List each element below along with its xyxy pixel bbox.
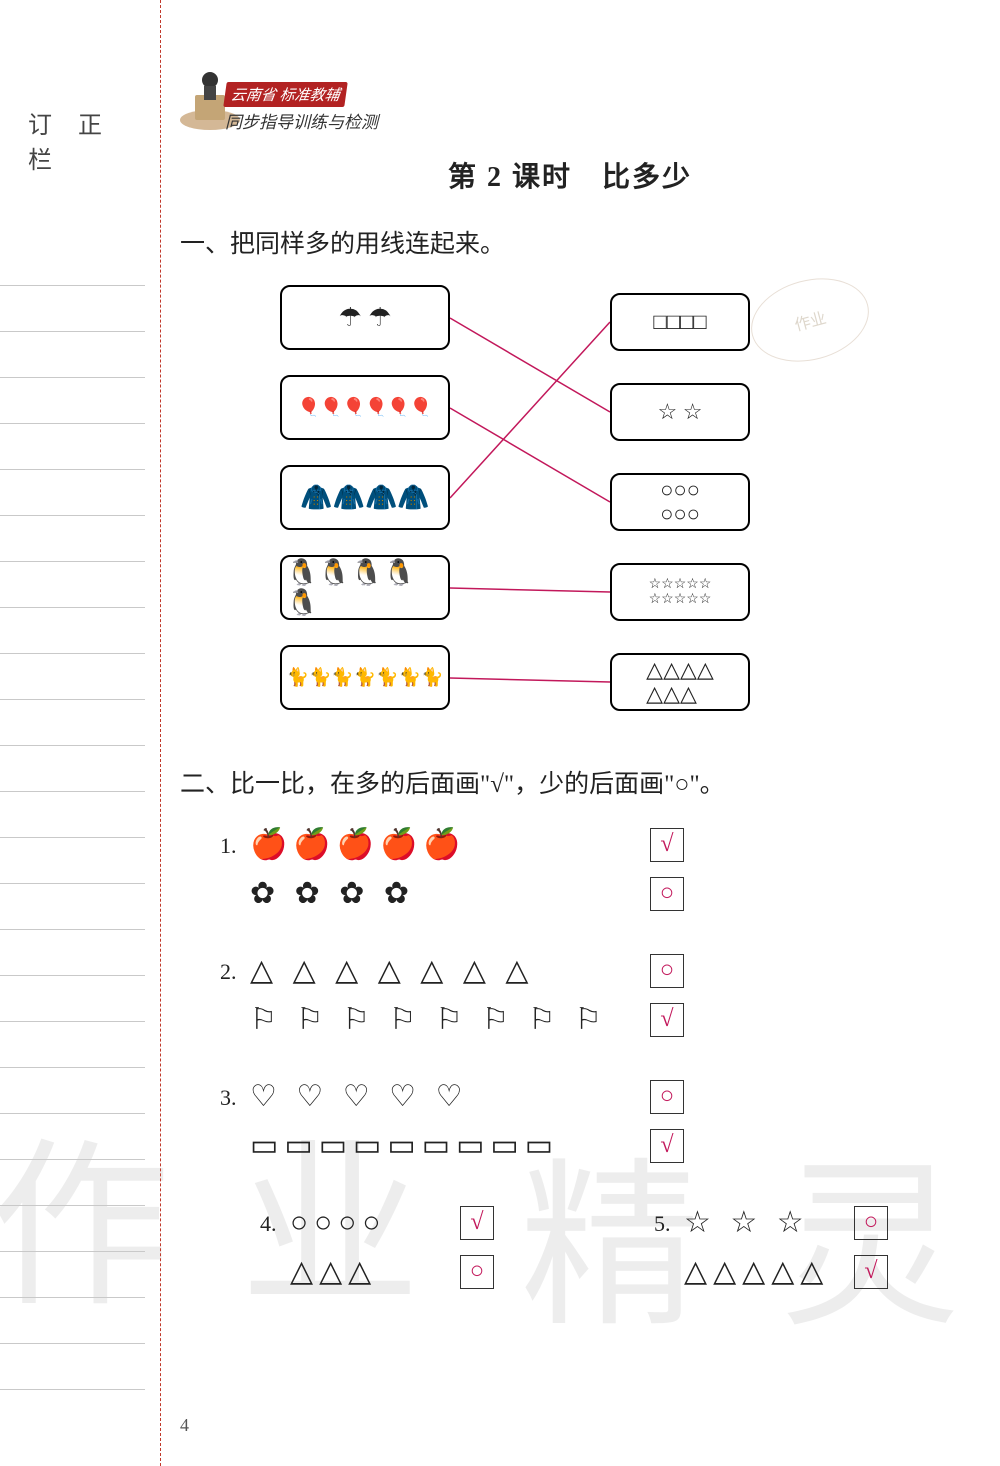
left-margin: 订 正 栏	[0, 0, 160, 1466]
match-left-1: 🎈🎈🎈🎈🎈🎈	[280, 375, 450, 440]
q2-item: 3.♡ ♡ ♡ ♡ ♡ ○ ▭▭▭▭▭▭▭▭▭ √	[220, 1077, 960, 1175]
q2-row: △△△△△ √	[684, 1252, 888, 1291]
header-badge: 云南省 标准教辅	[223, 82, 347, 107]
q2-rows: △ △ △ △ △ △ △ ○ ⚐ ⚐ ⚐ ⚐ ⚐ ⚐ ⚐ ⚐ √	[250, 951, 960, 1049]
q2-number: 1.	[220, 825, 250, 859]
answer-mark: ○	[660, 1083, 675, 1110]
q2-icons: ☆ ☆ ☆	[684, 1203, 844, 1242]
q2-number: 2.	[220, 951, 250, 985]
q2-item: 2.△ △ △ △ △ △ △ ○ ⚐ ⚐ ⚐ ⚐ ⚐ ⚐ ⚐ ⚐ √	[220, 951, 960, 1049]
main-content: 第 2 课时 比多少 一、把同样多的用线连起来。 ☂ ☂ 🎈🎈🎈🎈🎈🎈 🧥🧥🧥🧥 🐧🐧…	[180, 155, 960, 1329]
q2-number: 4.	[260, 1203, 290, 1237]
match-right-4: △△△△ △△△	[610, 653, 750, 711]
section2-heading: 二、比一比，在多的后面画"√"，少的后面画"○"。	[180, 765, 960, 805]
q2-rows: 🍎🍎🍎🍎🍎 √ ✿ ✿ ✿ ✿ ○	[250, 825, 960, 923]
answer-box: ○	[460, 1255, 494, 1289]
q2-pair-col: 4.○○○○ √ △△△ ○	[220, 1203, 494, 1329]
answer-box: ○	[650, 877, 684, 911]
answer-mark: √	[660, 1132, 673, 1159]
page-number: 4	[180, 1415, 189, 1436]
q2-row: ✿ ✿ ✿ ✿ ○	[250, 874, 960, 913]
answer-mark: √	[660, 1006, 673, 1033]
match-right-0: □□□□	[610, 293, 750, 351]
q2-row: ○○○○ √	[290, 1203, 494, 1242]
answer-mark: √	[660, 831, 673, 858]
match-right-3: ☆☆☆☆☆ ☆☆☆☆☆	[610, 563, 750, 621]
q2-row: △△△ ○	[290, 1252, 494, 1291]
q2-row: 🍎🍎🍎🍎🍎 √	[250, 825, 960, 864]
answer-mark: ○	[660, 957, 675, 984]
q2-rows: ☆ ☆ ☆ ○ △△△△△ √	[684, 1203, 888, 1301]
answer-box: √	[650, 1003, 684, 1037]
q2-row: ♡ ♡ ♡ ♡ ♡ ○	[250, 1077, 960, 1116]
lesson-title: 第 2 课时 比多少	[180, 155, 960, 195]
q2-icons: ○○○○	[290, 1203, 450, 1242]
q2-row: △ △ △ △ △ △ △ ○	[250, 951, 960, 990]
q2-icons: ✿ ✿ ✿ ✿	[250, 874, 640, 913]
q2-icons: △△△	[290, 1252, 450, 1291]
correction-label: 订 正 栏	[28, 105, 160, 175]
notebook-lines	[0, 240, 145, 1390]
q2-number: 3.	[220, 1077, 250, 1111]
q2-item: 5.☆ ☆ ☆ ○ △△△△△ √	[654, 1203, 888, 1301]
q2-icons: ▭▭▭▭▭▭▭▭▭	[250, 1126, 640, 1165]
q2-number: 5.	[654, 1203, 684, 1237]
page-header: 云南省 标准教辅 同步指导训练与检测	[180, 40, 780, 140]
matching-area: ☂ ☂ 🎈🎈🎈🎈🎈🎈 🧥🧥🧥🧥 🐧🐧🐧🐧🐧 🐈🐈🐈🐈🐈🐈🐈 □□□□ ☆ ☆ ○○○ ○○○ ☆…	[280, 285, 1000, 745]
q2-item: 1.🍎🍎🍎🍎🍎 √ ✿ ✿ ✿ ✿ ○	[220, 825, 960, 923]
q2-icons: ♡ ♡ ♡ ♡ ♡	[250, 1077, 640, 1116]
answer-box: √	[854, 1255, 888, 1289]
answer-box: √	[650, 828, 684, 862]
q2-rows: ○○○○ √ △△△ ○	[290, 1203, 494, 1301]
q2-icons: △ △ △ △ △ △ △	[250, 951, 640, 990]
section2-pair: 4.○○○○ √ △△△ ○ 5.☆ ☆ ☆ ○ △△△△△ √	[220, 1203, 960, 1329]
answer-box: ○	[854, 1206, 888, 1240]
match-left-2: 🧥🧥🧥🧥	[280, 465, 450, 530]
answer-box: ○	[650, 954, 684, 988]
header-subtitle: 同步指导训练与检测	[225, 108, 378, 133]
match-left-4: 🐈🐈🐈🐈🐈🐈🐈	[280, 645, 450, 710]
answer-mark: √	[470, 1209, 483, 1236]
q2-icons: ⚐ ⚐ ⚐ ⚐ ⚐ ⚐ ⚐ ⚐	[250, 1000, 640, 1039]
section2-list: 1.🍎🍎🍎🍎🍎 √ ✿ ✿ ✿ ✿ ○ 2.△ △ △ △ △ △ △ ○ ⚐ ⚐ ⚐ ⚐ …	[180, 825, 960, 1175]
answer-box: ○	[650, 1080, 684, 1114]
answer-mark: ○	[660, 880, 675, 907]
answer-mark: ○	[470, 1258, 485, 1285]
answer-mark: ○	[864, 1209, 879, 1236]
q2-row: ☆ ☆ ☆ ○	[684, 1203, 888, 1242]
q2-icons: 🍎🍎🍎🍎🍎	[250, 825, 640, 864]
match-left-0: ☂ ☂	[280, 285, 450, 350]
section1-heading: 一、把同样多的用线连起来。	[180, 225, 960, 265]
q2-rows: ♡ ♡ ♡ ♡ ♡ ○ ▭▭▭▭▭▭▭▭▭ √	[250, 1077, 960, 1175]
q2-pair-col: 5.☆ ☆ ☆ ○ △△△△△ √	[614, 1203, 888, 1329]
match-right-1: ☆ ☆	[610, 383, 750, 441]
q2-item: 4.○○○○ √ △△△ ○	[260, 1203, 494, 1301]
answer-box: √	[460, 1206, 494, 1240]
margin-divider	[160, 0, 161, 1466]
q2-icons: △△△△△	[684, 1252, 844, 1291]
match-left-3: 🐧🐧🐧🐧🐧	[280, 555, 450, 620]
q2-row: ⚐ ⚐ ⚐ ⚐ ⚐ ⚐ ⚐ ⚐ √	[250, 1000, 960, 1039]
q2-row: ▭▭▭▭▭▭▭▭▭ √	[250, 1126, 960, 1165]
answer-mark: √	[864, 1258, 877, 1285]
answer-box: √	[650, 1129, 684, 1163]
match-right-2: ○○○ ○○○	[610, 473, 750, 531]
